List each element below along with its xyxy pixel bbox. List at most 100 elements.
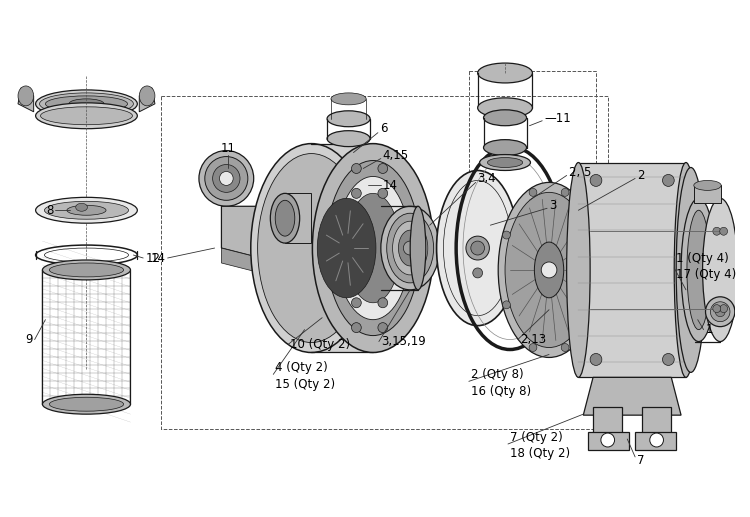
Ellipse shape	[387, 213, 433, 283]
Ellipse shape	[40, 93, 134, 115]
Circle shape	[712, 305, 721, 313]
Circle shape	[588, 231, 596, 239]
Ellipse shape	[313, 144, 434, 353]
Circle shape	[716, 307, 725, 317]
Ellipse shape	[676, 168, 706, 372]
Polygon shape	[285, 193, 311, 243]
Circle shape	[590, 354, 602, 366]
Bar	[469, 71, 596, 255]
Circle shape	[471, 241, 484, 255]
Circle shape	[561, 188, 569, 196]
Ellipse shape	[43, 260, 130, 280]
Circle shape	[378, 298, 388, 308]
Ellipse shape	[67, 205, 106, 215]
Circle shape	[561, 343, 569, 352]
Ellipse shape	[317, 199, 376, 298]
Ellipse shape	[478, 63, 532, 83]
Ellipse shape	[205, 157, 248, 200]
Ellipse shape	[331, 93, 366, 105]
Text: 2 (Qty 8): 2 (Qty 8)	[471, 368, 524, 381]
Polygon shape	[140, 88, 155, 112]
Bar	[160, 96, 608, 429]
Circle shape	[720, 305, 728, 313]
Circle shape	[503, 231, 511, 239]
Polygon shape	[593, 407, 622, 437]
Text: 17 (Qty 4): 17 (Qty 4)	[676, 268, 736, 281]
Ellipse shape	[703, 199, 738, 342]
Ellipse shape	[674, 162, 698, 377]
Circle shape	[466, 236, 490, 260]
Ellipse shape	[327, 131, 370, 147]
Ellipse shape	[567, 162, 590, 377]
Ellipse shape	[436, 171, 519, 326]
Polygon shape	[311, 144, 373, 353]
Bar	[578, 162, 686, 377]
Text: 4,15: 4,15	[382, 149, 409, 162]
Text: 4 (Qty 2): 4 (Qty 2)	[275, 361, 328, 374]
Text: 14: 14	[151, 251, 166, 265]
Circle shape	[662, 354, 674, 366]
Circle shape	[378, 163, 388, 174]
Text: 7 (Qty 2): 7 (Qty 2)	[510, 431, 562, 444]
Ellipse shape	[275, 200, 295, 236]
Polygon shape	[584, 377, 681, 415]
Circle shape	[352, 188, 362, 199]
Circle shape	[529, 188, 537, 196]
Ellipse shape	[410, 206, 426, 290]
Text: 11: 11	[220, 142, 236, 155]
Ellipse shape	[44, 201, 128, 219]
Circle shape	[706, 297, 735, 327]
Ellipse shape	[69, 99, 104, 109]
Circle shape	[710, 302, 730, 322]
Text: 7: 7	[637, 454, 644, 467]
Circle shape	[588, 301, 596, 309]
Ellipse shape	[535, 242, 564, 298]
Circle shape	[542, 262, 556, 278]
Text: 10 (Qty 2): 10 (Qty 2)	[290, 338, 350, 351]
Ellipse shape	[479, 155, 530, 171]
Ellipse shape	[76, 203, 88, 211]
Circle shape	[690, 294, 698, 302]
Text: 15 (Qty 2): 15 (Qty 2)	[275, 378, 335, 391]
Ellipse shape	[199, 150, 254, 206]
Text: 3,15,19: 3,15,19	[381, 335, 425, 348]
Circle shape	[472, 268, 482, 278]
Bar	[694, 186, 722, 203]
Ellipse shape	[398, 230, 422, 266]
Ellipse shape	[43, 394, 130, 414]
Ellipse shape	[392, 221, 427, 275]
Circle shape	[404, 241, 417, 255]
Polygon shape	[642, 407, 671, 437]
Text: 2, 5: 2, 5	[568, 166, 591, 179]
Polygon shape	[221, 248, 280, 278]
Text: 8: 8	[46, 204, 53, 217]
Ellipse shape	[35, 197, 137, 223]
Circle shape	[503, 301, 511, 309]
Ellipse shape	[18, 86, 34, 106]
Circle shape	[352, 323, 362, 332]
Ellipse shape	[46, 96, 128, 112]
Circle shape	[378, 323, 388, 332]
Circle shape	[712, 227, 721, 235]
Circle shape	[590, 174, 602, 187]
Ellipse shape	[478, 98, 532, 118]
Text: 3: 3	[549, 199, 556, 212]
Ellipse shape	[272, 205, 288, 265]
Text: 3,4: 3,4	[478, 172, 496, 185]
Ellipse shape	[336, 176, 410, 320]
Ellipse shape	[257, 154, 365, 343]
Polygon shape	[221, 206, 280, 263]
Ellipse shape	[326, 161, 420, 336]
Polygon shape	[18, 88, 34, 112]
Circle shape	[378, 188, 388, 199]
Text: 14: 14	[382, 179, 398, 192]
Ellipse shape	[505, 192, 593, 347]
Ellipse shape	[50, 263, 124, 277]
Text: 18 (Qty 2): 18 (Qty 2)	[510, 447, 570, 461]
Ellipse shape	[498, 183, 600, 357]
Text: 9: 9	[26, 333, 33, 346]
Ellipse shape	[488, 158, 523, 168]
Text: 6: 6	[380, 122, 387, 135]
Ellipse shape	[687, 210, 710, 330]
Text: 1: 1	[706, 323, 713, 336]
